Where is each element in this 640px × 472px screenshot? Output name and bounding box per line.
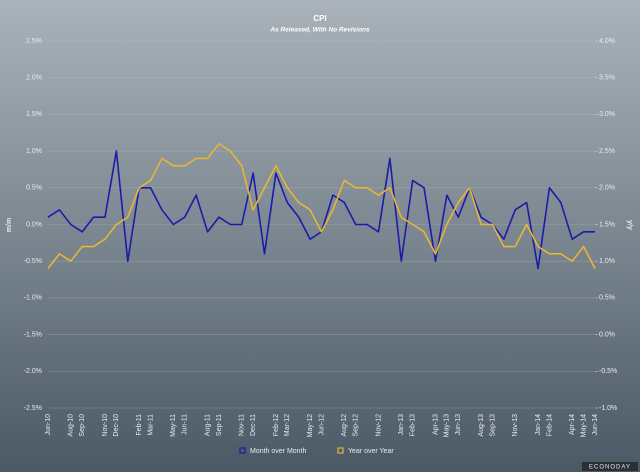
x-tick-label: Nov-11 xyxy=(239,414,246,436)
y-tick-label: -2.5% xyxy=(24,405,42,412)
y2-tick-label: 2.0% xyxy=(599,185,615,192)
y2-tick-label: 4.0% xyxy=(599,38,615,45)
x-tick-label: Jan-13 xyxy=(398,414,405,436)
x-tick-label: Sep-12 xyxy=(353,414,360,437)
x-tick-label: Aug-13 xyxy=(478,414,485,437)
y2-tick-label: 0.0% xyxy=(599,331,615,338)
series-line xyxy=(47,142,596,270)
source-badge xyxy=(582,462,638,471)
x-tick-label: Mar-12 xyxy=(284,414,291,436)
x-tick-label: Jun-10 xyxy=(45,414,52,436)
x-tick-label: Jan-14 xyxy=(535,414,542,436)
y2-axis-title: y/y xyxy=(626,220,633,230)
y-tick-label: -2.0% xyxy=(24,368,42,375)
x-tick-label: Dec-10 xyxy=(113,414,120,437)
legend-swatch xyxy=(239,447,246,454)
x-tick-label: Nov-12 xyxy=(375,414,382,437)
x-tick-label: Feb-13 xyxy=(410,414,417,436)
x-tick-label: Sep-13 xyxy=(489,414,496,437)
y2-tick-label: 1.0% xyxy=(599,258,615,265)
x-tick-label: Sep-10 xyxy=(79,414,86,437)
y2-tick-label: -0.5% xyxy=(599,368,617,375)
chart-title: CPI xyxy=(313,14,326,23)
x-tick-label: Apr-13 xyxy=(432,414,439,435)
x-tick-label: Jun-13 xyxy=(455,414,462,436)
x-tick-label: Aug-10 xyxy=(68,414,75,437)
y2-tick-label: -1.0% xyxy=(599,405,617,412)
y2-tick-label: 2.5% xyxy=(599,148,615,155)
y-tick-label: 1.5% xyxy=(26,111,42,118)
x-tick-label: Dec-11 xyxy=(250,414,257,436)
y-tick-label: 0.5% xyxy=(26,185,42,192)
y-tick-label: -0.5% xyxy=(24,258,42,265)
x-tick-label: Feb-11 xyxy=(136,414,143,436)
x-tick-label: May-12 xyxy=(307,414,314,437)
x-tick-label: Nov-10 xyxy=(102,414,109,437)
legend-label: Month over Month xyxy=(250,448,307,455)
legend-swatch xyxy=(337,447,344,454)
y-tick-label: 2.0% xyxy=(26,75,42,82)
y-tick-label: -1.5% xyxy=(24,331,42,338)
x-tick-label: Nov-13 xyxy=(512,414,519,437)
y2-tick-label: 1.5% xyxy=(599,221,615,228)
x-tick-label: Aug-11 xyxy=(204,414,211,436)
x-tick-label: May-14 xyxy=(580,414,587,437)
x-tick-label: May-13 xyxy=(444,414,451,437)
x-tick-label: Jun-12 xyxy=(318,414,325,436)
y2-tick-label: 3.5% xyxy=(599,75,615,82)
y-tick-label: 1.0% xyxy=(26,148,42,155)
x-tick-label: May-11 xyxy=(170,414,177,437)
x-tick-label: Feb-14 xyxy=(546,414,553,436)
x-tick-label: Feb-12 xyxy=(273,414,280,436)
x-tick-label: Jun-14 xyxy=(592,414,599,436)
y2-tick-label: 3.0% xyxy=(599,111,615,118)
x-tick-label: Jun-11 xyxy=(182,414,189,435)
x-tick-label: Sep-11 xyxy=(216,414,223,436)
source: ECONODAY xyxy=(589,465,631,471)
x-tick-label: Aug-12 xyxy=(341,414,348,437)
y2-tick-label: 0.5% xyxy=(599,295,615,302)
y-tick-label: -1.0% xyxy=(24,295,42,302)
y-tick-label: 0.0% xyxy=(26,221,42,228)
legend-label: Year over Year xyxy=(348,448,394,455)
x-tick-label: Mar-11 xyxy=(147,414,154,436)
y-tick-label: 2.5% xyxy=(26,38,42,45)
chart-subtitle: As Released, With No Revisions xyxy=(269,27,370,34)
x-tick-label: Apr-14 xyxy=(569,414,576,435)
y-axis-title: m/m xyxy=(6,218,13,232)
